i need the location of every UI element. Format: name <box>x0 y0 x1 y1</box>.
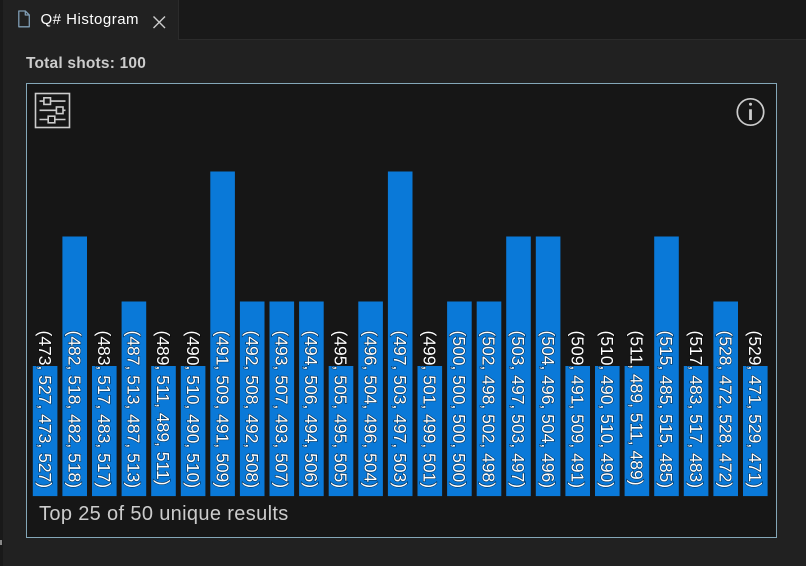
svg-text:(517, 483, 517, 483): (517, 483, 517, 483) <box>686 331 706 489</box>
svg-text:(492, 508, 492, 508): (492, 508, 492, 508) <box>242 331 262 489</box>
svg-text:(490, 510, 490, 510): (490, 510, 490, 510) <box>183 331 203 489</box>
svg-text:(529, 471, 529, 471): (529, 471, 529, 471) <box>745 331 765 489</box>
svg-text:(487, 513, 487, 513): (487, 513, 487, 513) <box>124 331 144 489</box>
svg-text:(502, 498, 502, 498): (502, 498, 502, 498) <box>479 331 499 489</box>
svg-text:(515, 485, 515, 485): (515, 485, 515, 485) <box>656 331 676 489</box>
svg-text:(510, 490, 510, 490): (510, 490, 510, 490) <box>597 331 617 489</box>
svg-text:(482, 518, 482, 518): (482, 518, 482, 518) <box>64 331 84 489</box>
svg-text:(528, 472, 528, 472): (528, 472, 528, 472) <box>715 331 735 489</box>
svg-text:(509, 491, 509, 491): (509, 491, 509, 491) <box>567 331 587 489</box>
svg-text:(495, 505, 495, 505): (495, 505, 495, 505) <box>331 331 351 489</box>
svg-text:(483, 517, 483, 517): (483, 517, 483, 517) <box>94 331 114 489</box>
svg-text:(511, 489, 511, 489): (511, 489, 511, 489) <box>627 331 647 486</box>
svg-text:(503, 497, 503, 497): (503, 497, 503, 497) <box>508 331 528 489</box>
svg-text:(496, 504, 496, 504): (496, 504, 496, 504) <box>360 331 380 489</box>
svg-text:(493, 507, 493, 507): (493, 507, 493, 507) <box>272 331 292 489</box>
svg-text:(497, 503, 497, 503): (497, 503, 497, 503) <box>390 331 410 489</box>
svg-text:(489, 511, 489, 511): (489, 511, 489, 511) <box>153 331 173 486</box>
svg-text:(499, 501, 499, 501): (499, 501, 499, 501) <box>420 331 440 489</box>
svg-text:(500, 500, 500, 500): (500, 500, 500, 500) <box>449 331 469 489</box>
svg-text:(473, 527, 473, 527): (473, 527, 473, 527) <box>35 331 55 489</box>
svg-text:(494, 506, 494, 506): (494, 506, 494, 506) <box>301 331 321 489</box>
svg-text:(491, 509, 491, 509): (491, 509, 491, 509) <box>212 331 232 489</box>
svg-text:(504, 496, 504, 496): (504, 496, 504, 496) <box>538 331 558 489</box>
